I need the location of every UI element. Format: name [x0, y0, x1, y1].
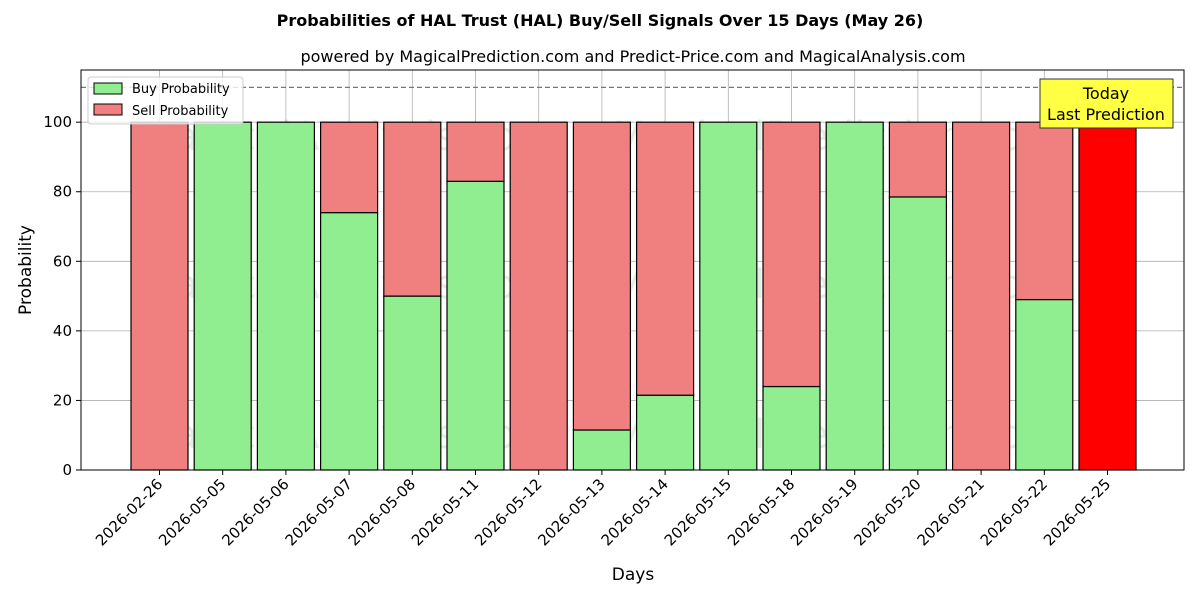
chart-subtitle: powered by MagicalPrediction.com and Pre… — [300, 47, 965, 66]
bar-sell — [1015, 121, 1074, 301]
legend-label-sell: Sell Probability — [132, 104, 229, 119]
x-tick-label: 2026-05-21 — [914, 475, 988, 549]
bar-buy — [383, 295, 442, 471]
legend-swatch-sell — [93, 103, 123, 116]
y-tick-label: 100 — [43, 113, 72, 131]
x-tick-label: 2026-05-05 — [155, 475, 229, 549]
today-annotation-line2: Last Prediction — [1047, 105, 1165, 124]
bar-buy — [320, 212, 379, 471]
y-axis-ticks: 0 20 40 60 80 100 — [43, 113, 81, 479]
x-tick-label: 2026-05-22 — [977, 475, 1051, 549]
x-tick-label: 2026-05-07 — [282, 475, 356, 549]
bar-sell — [888, 121, 948, 198]
x-tick-label: 2026-05-13 — [534, 475, 608, 549]
bars — [130, 121, 1137, 471]
y-axis-label: Probability — [16, 225, 36, 315]
bar-sell — [383, 121, 442, 297]
legend: Buy Probability Sell Probability — [87, 76, 244, 125]
y-tick-label: 60 — [53, 252, 72, 270]
today-annotation-box — [1039, 78, 1174, 129]
plot-frame — [80, 69, 1185, 471]
bar-sell — [572, 121, 632, 431]
today-annotation-line1: Today — [1082, 84, 1129, 103]
bar-buy — [888, 196, 948, 471]
legend-swatch-buy — [93, 82, 123, 95]
x-tick-label: 2026-05-18 — [724, 475, 798, 549]
chart-title: Probabilities of HAL Trust (HAL) Buy/Sel… — [277, 11, 924, 30]
bar-buy — [762, 385, 821, 471]
bar-buy — [446, 180, 505, 471]
bar-buy — [699, 121, 758, 471]
y-tick-label: 20 — [53, 391, 72, 409]
legend-label-buy: Buy Probability — [132, 82, 230, 97]
legend-box — [87, 76, 244, 125]
x-tick-label: 2026-05-06 — [218, 475, 292, 549]
x-tick-label: 2026-05-11 — [408, 475, 482, 549]
bar-sell — [762, 121, 821, 388]
x-tick-label: 2026-05-12 — [471, 475, 545, 549]
bar-buy — [256, 121, 315, 471]
x-axis-label: Days — [612, 565, 655, 585]
x-tick-label: 2026-05-20 — [850, 475, 924, 549]
today-annotation: Today Last Prediction — [1039, 78, 1174, 129]
bar-sell — [446, 121, 505, 182]
y-tick-label: 80 — [53, 183, 72, 201]
x-tick-label: 2026-05-08 — [345, 475, 419, 549]
bar-buy — [1015, 298, 1074, 471]
y-tick-label: 40 — [53, 322, 72, 340]
bar-buy — [825, 121, 884, 471]
x-axis-ticks: 2026-02-262026-05-052026-05-062026-05-07… — [92, 470, 1114, 549]
bar-buy — [193, 121, 252, 471]
x-tick-label: 2026-05-19 — [787, 475, 861, 549]
x-tick-label: 2026-05-14 — [598, 475, 672, 549]
bar-sell — [509, 121, 568, 471]
bar-buy — [572, 429, 632, 471]
x-tick-label: 2026-05-25 — [1040, 475, 1114, 549]
bar-sell-today — [1078, 121, 1137, 471]
bar-buy — [635, 394, 695, 471]
x-tick-label: 2026-05-15 — [661, 475, 735, 549]
bar-sell — [635, 121, 695, 396]
y-tick-label: 0 — [62, 461, 72, 479]
bar-sell — [951, 121, 1011, 471]
bar-sell — [130, 121, 189, 471]
x-tick-label: 2026-02-26 — [92, 475, 166, 549]
bar-sell — [320, 121, 379, 214]
